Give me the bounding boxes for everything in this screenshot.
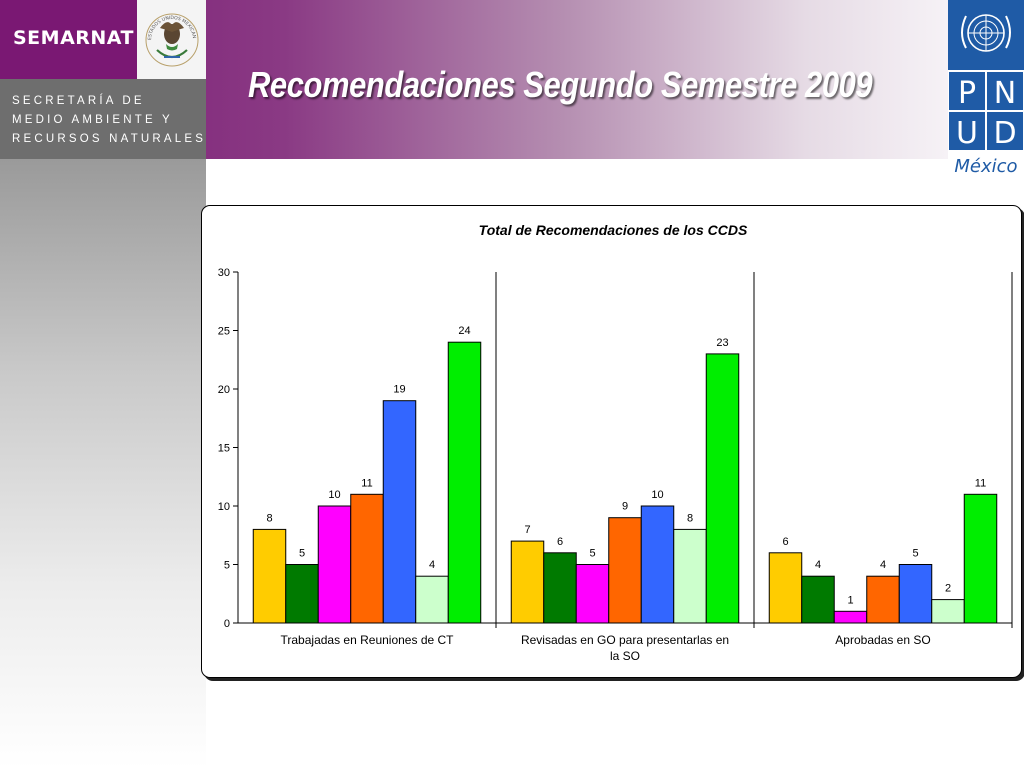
department-name: SECRETARÍA DE MEDIO AMBIENTE Y RECURSOS … — [0, 79, 206, 159]
data-label: 6 — [557, 536, 563, 548]
y-tick-label: 0 — [224, 618, 230, 630]
bar — [705, 353, 740, 624]
x-category-label: la SO — [610, 649, 640, 663]
brand-name: SEMARNAT — [13, 27, 134, 49]
x-category-label: Revisadas en GO para presentarlas en — [521, 633, 729, 647]
bar — [382, 400, 417, 624]
bar — [285, 564, 319, 624]
data-label: 6 — [782, 536, 788, 548]
undp-country: México — [954, 156, 1017, 177]
x-category-label: Trabajadas en Reuniones de CT — [281, 633, 455, 647]
data-label: 11 — [361, 477, 372, 489]
bar — [866, 575, 900, 624]
mexico-seal-icon: ESTADOS UNIDOS MEXICANOS — [137, 0, 199, 67]
x-category-label: Aprobadas en SO — [835, 633, 930, 647]
data-label: 11 — [975, 477, 986, 489]
data-label: 5 — [912, 548, 918, 560]
data-label: 1 — [847, 594, 853, 606]
bar-chart: Total de Recomendaciones de los CCDS 0 5 1… — [218, 222, 1013, 663]
y-tick-label: 10 — [218, 501, 230, 513]
bar — [608, 517, 642, 624]
un-emblem-icon — [961, 14, 1011, 52]
bar — [543, 552, 577, 624]
data-label: 9 — [622, 501, 628, 513]
data-label: 10 — [651, 489, 663, 501]
bar — [963, 493, 998, 624]
bar — [510, 540, 545, 624]
undp-letter: U — [956, 116, 978, 151]
bar — [317, 505, 352, 624]
bar — [447, 341, 482, 624]
bar — [415, 575, 449, 624]
chart-panel: Total de Recomendaciones de los CCDS 0 5 1… — [201, 205, 1022, 678]
data-label: 4 — [880, 559, 886, 571]
semarnat-logo: SEMARNAT — [0, 0, 137, 79]
mexico-seal: ESTADOS UNIDOS MEXICANOS — [137, 0, 206, 79]
y-tick-label: 15 — [218, 443, 230, 455]
undp-letter: N — [994, 76, 1016, 111]
data-label: 8 — [266, 512, 272, 524]
y-tick-label: 25 — [218, 326, 230, 338]
bar — [801, 575, 835, 624]
data-label: 4 — [815, 559, 821, 571]
data-label: 23 — [716, 337, 728, 349]
slide-title: Recomendaciones Segundo Semestre 2009 — [248, 64, 873, 105]
data-label: 10 — [328, 489, 340, 501]
undp-letter: P — [958, 76, 976, 111]
data-label: 24 — [458, 325, 470, 337]
y-tick-label: 5 — [224, 560, 230, 572]
y-tick-label: 30 — [218, 267, 230, 279]
data-label: 4 — [429, 559, 435, 571]
bar — [673, 528, 707, 624]
bar — [898, 564, 933, 624]
bar — [833, 610, 868, 624]
data-label: 7 — [524, 524, 530, 536]
bar — [640, 505, 675, 624]
department-line: SECRETARÍA DE — [12, 95, 145, 107]
bar — [931, 599, 965, 624]
department-line: MEDIO AMBIENTE Y — [12, 114, 173, 126]
data-label: 5 — [589, 548, 595, 560]
data-label: 5 — [299, 548, 305, 560]
bar — [575, 564, 610, 624]
department-line: RECURSOS NATURALES — [12, 133, 207, 145]
data-label: 8 — [687, 512, 693, 524]
bar — [350, 493, 384, 624]
undp-logo: P N U D México — [948, 0, 1024, 180]
data-label: 2 — [945, 583, 951, 595]
y-tick-label: 20 — [218, 384, 230, 396]
bar — [252, 528, 287, 624]
sidebar-gradient — [0, 159, 206, 768]
undp-letter: D — [993, 116, 1016, 151]
bar — [768, 552, 803, 624]
chart-title: Total de Recomendaciones de los CCDS — [479, 222, 748, 238]
data-label: 19 — [393, 384, 405, 396]
